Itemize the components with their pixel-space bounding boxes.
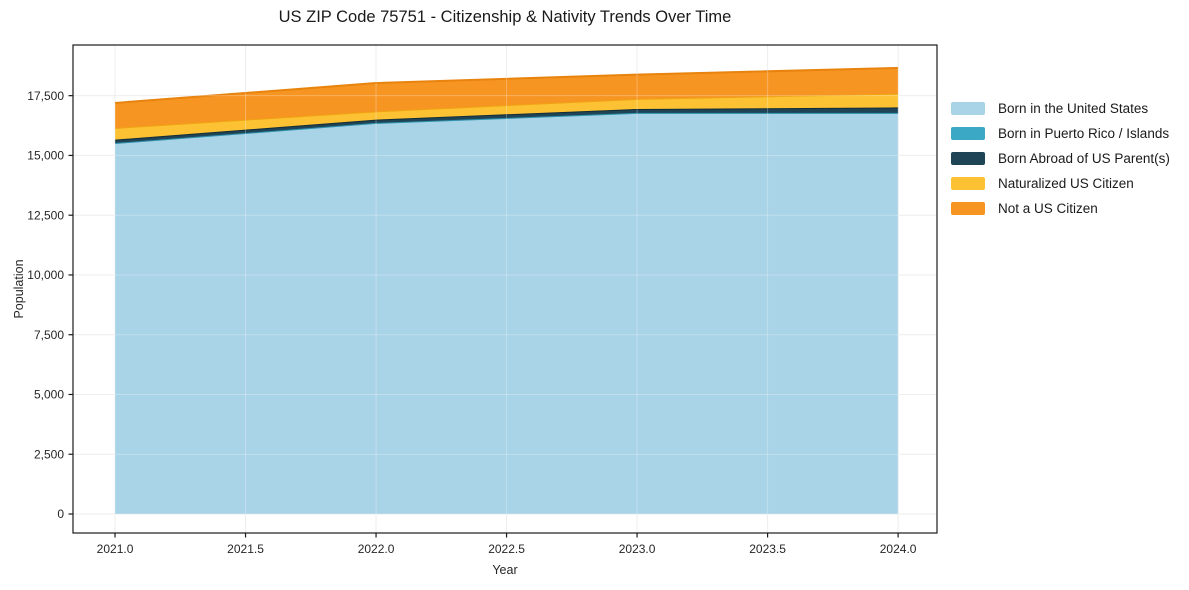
legend-label: Naturalized US Citizen [998, 176, 1134, 191]
legend-label: Born in the United States [998, 101, 1149, 116]
y-axis-label: Population [12, 259, 26, 319]
x-axis-label: Year [492, 563, 518, 577]
y-tick-label: 7,500 [34, 328, 64, 342]
legend-item: Not a US Citizen [951, 201, 1170, 216]
legend-item: Born in the United States [951, 101, 1170, 116]
legend-swatch [951, 202, 985, 215]
x-tick-label: 2023.0 [619, 542, 656, 556]
area-naturalized-us-citizen [115, 93, 899, 140]
y-tick-label: 5,000 [34, 388, 64, 402]
legend-swatch [951, 127, 985, 140]
legend-label: Born Abroad of US Parent(s) [998, 151, 1170, 166]
y-tick-label: 17,500 [27, 89, 64, 103]
legend-item: Born in Puerto Rico / Islands [951, 126, 1170, 141]
x-tick-label: 2022.5 [488, 542, 525, 556]
y-tick-label: 0 [57, 507, 64, 521]
y-tick-label: 2,500 [34, 447, 64, 461]
legend-swatch [951, 102, 985, 115]
x-tick-label: 2022.0 [358, 542, 395, 556]
legend-label: Born in Puerto Rico / Islands [998, 126, 1170, 141]
legend-item: Born Abroad of US Parent(s) [951, 151, 1170, 166]
y-tick-label: 10,000 [27, 268, 64, 282]
y-tick-label: 15,000 [27, 149, 64, 163]
x-tick-label: 2021.5 [227, 542, 264, 556]
boundary-line-not-a-us-citizen [114, 66, 899, 104]
x-tick-label: 2021.0 [97, 542, 134, 556]
area-not-a-us-citizen [115, 67, 899, 128]
legend-swatch [951, 177, 985, 190]
x-tick-label: 2024.0 [880, 542, 917, 556]
legend-swatch [951, 152, 985, 165]
x-tick-label: 2023.5 [749, 542, 786, 556]
y-tick-label: 12,500 [27, 208, 64, 222]
chart-title: US ZIP Code 75751 - Citizenship & Nativi… [278, 8, 732, 26]
plot-frame [72, 44, 938, 534]
legend-item: Naturalized US Citizen [951, 176, 1170, 191]
area-born-in-the-united-states [115, 112, 899, 514]
legend-label: Not a US Citizen [998, 201, 1098, 216]
legend: Born in the United States Born in Puerto … [951, 101, 1170, 216]
